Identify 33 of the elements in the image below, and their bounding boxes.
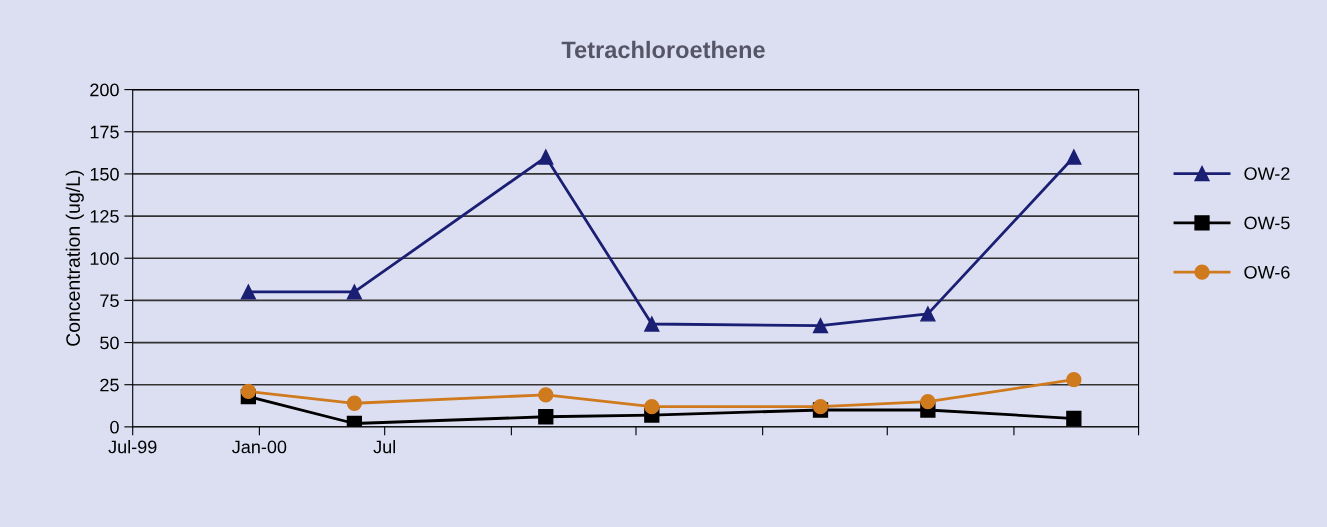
point xyxy=(240,284,257,300)
y-tick-label: 0 xyxy=(110,420,119,434)
y-tick-label: 200 xyxy=(90,83,119,97)
point xyxy=(538,149,554,165)
point xyxy=(240,383,257,400)
point xyxy=(920,306,936,322)
y-tick-label: 25 xyxy=(100,378,119,392)
y-axis-title: Concentration (ug/L) xyxy=(65,170,84,346)
point xyxy=(1066,372,1082,388)
legend-label: OW-5 xyxy=(1244,216,1290,230)
point xyxy=(1066,410,1082,427)
x-tick-label: Jul-99 xyxy=(108,440,157,454)
point xyxy=(538,409,554,425)
y-tick-label: 175 xyxy=(90,125,119,139)
y-tick-label: 50 xyxy=(100,336,119,350)
point xyxy=(812,398,829,415)
x-tick-label: Jan-00 xyxy=(232,440,287,454)
point xyxy=(1066,149,1082,165)
chart-title: Tetrachloroethene xyxy=(561,40,765,59)
point xyxy=(920,393,936,410)
y-tick-label: 100 xyxy=(90,252,119,265)
legend-label: OW-2 xyxy=(1244,167,1290,181)
y-tick-label: 75 xyxy=(100,294,119,308)
point xyxy=(346,395,363,411)
x-tick-label: Jul xyxy=(373,440,396,454)
y-tick-label: 150 xyxy=(90,167,119,181)
point xyxy=(644,398,660,415)
point xyxy=(644,316,660,332)
point xyxy=(538,387,554,403)
point xyxy=(812,318,829,334)
y-tick-label: 125 xyxy=(90,210,119,223)
point xyxy=(346,284,363,300)
legend-label: OW-6 xyxy=(1244,265,1290,279)
